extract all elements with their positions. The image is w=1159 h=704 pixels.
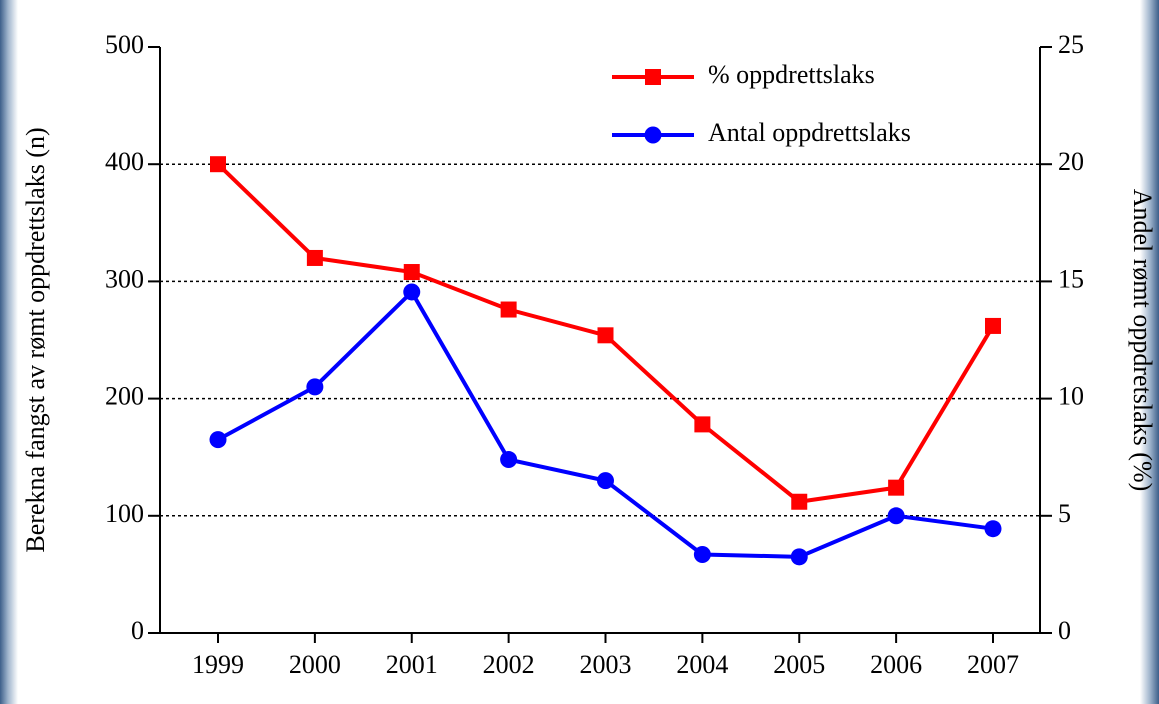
marker	[694, 546, 711, 563]
y2-tick-label: 5	[1058, 499, 1071, 528]
marker	[307, 250, 323, 266]
marker	[597, 472, 614, 489]
y-tick-label: 100	[105, 499, 144, 528]
marker	[598, 327, 614, 343]
y-tick-label: 0	[131, 616, 144, 645]
y-tick-label: 400	[105, 147, 144, 176]
y2-tick-label: 0	[1058, 616, 1071, 645]
x-tick-label: 2002	[483, 650, 535, 679]
chart: Berekna fangst av rømt oppdrettslaks (n)…	[0, 0, 1159, 704]
marker	[403, 283, 420, 300]
marker	[888, 480, 904, 496]
y2-tick-label: 20	[1058, 147, 1084, 176]
x-tick-label: 2003	[580, 650, 632, 679]
marker	[501, 302, 517, 318]
marker	[791, 494, 807, 510]
y2-tick-label: 25	[1058, 30, 1084, 59]
y2-tick-label: 10	[1058, 382, 1084, 411]
page: {"chart_data": {"type": "line", "categor…	[0, 0, 1159, 704]
marker	[694, 416, 710, 432]
x-tick-label: 2001	[386, 650, 438, 679]
marker	[985, 318, 1001, 334]
marker	[210, 431, 227, 448]
x-tick-label: 2006	[870, 650, 922, 679]
x-tick-label: 2000	[289, 650, 341, 679]
marker	[404, 264, 420, 280]
legend-marker	[645, 69, 661, 85]
y-tick-label: 300	[105, 264, 144, 293]
legend-label: Antal oppdrettslaks	[708, 118, 911, 147]
x-tick-label: 1999	[192, 650, 244, 679]
x-tick-label: 2005	[773, 650, 825, 679]
y2-tick-label: 15	[1058, 264, 1084, 293]
marker	[791, 548, 808, 565]
marker	[985, 520, 1002, 537]
marker	[306, 378, 323, 395]
marker	[888, 507, 905, 524]
y2-axis-label: Andel rømt oppdretslaks (%)	[1128, 189, 1157, 492]
x-tick-label: 2007	[967, 650, 1019, 679]
marker	[210, 156, 226, 172]
legend-label: % oppdrettslaks	[708, 60, 875, 89]
legend-marker	[645, 127, 662, 144]
y-tick-label: 500	[105, 30, 144, 59]
marker	[500, 451, 517, 468]
y-tick-label: 200	[105, 382, 144, 411]
x-tick-label: 2004	[676, 650, 728, 679]
y-axis-label: Berekna fangst av rømt oppdrettslaks (n)	[21, 127, 50, 552]
